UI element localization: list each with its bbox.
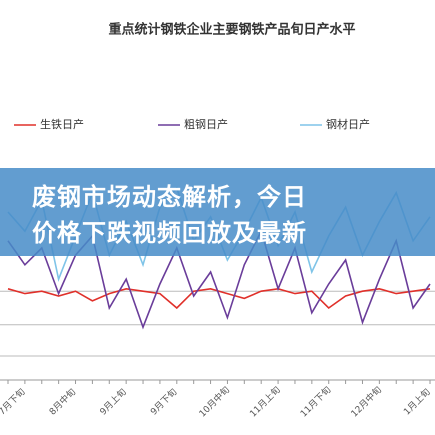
series-line [7,287,431,310]
x-tick-label: 12月中旬 [348,384,384,420]
x-tick-label: 1月上旬 [401,386,433,418]
x-tick-label: 11月下旬 [298,384,334,420]
x-tick-label: 9月下旬 [148,386,180,418]
banner-text: 价格下跌视频回放及最新 [32,219,307,247]
x-tick-label: 9月上旬 [97,386,129,418]
x-tick-label: 7月下旬 [0,386,27,418]
legend-label: 钢材日产 [326,117,370,131]
x-tick-label: 10月中旬 [196,384,232,420]
chart-title: 重点统计钢铁企业主要钢铁产品旬日产水平 [108,22,355,38]
legend-label: 生铁日产 [40,117,84,131]
x-tick-label: 11月上旬 [247,384,283,420]
x-tick-label: 8月中旬 [46,386,78,418]
legend-label: 粗钢日产 [184,117,228,131]
banner-text: 废钢市场动态解析，今日 [32,183,307,211]
banner [0,168,435,256]
